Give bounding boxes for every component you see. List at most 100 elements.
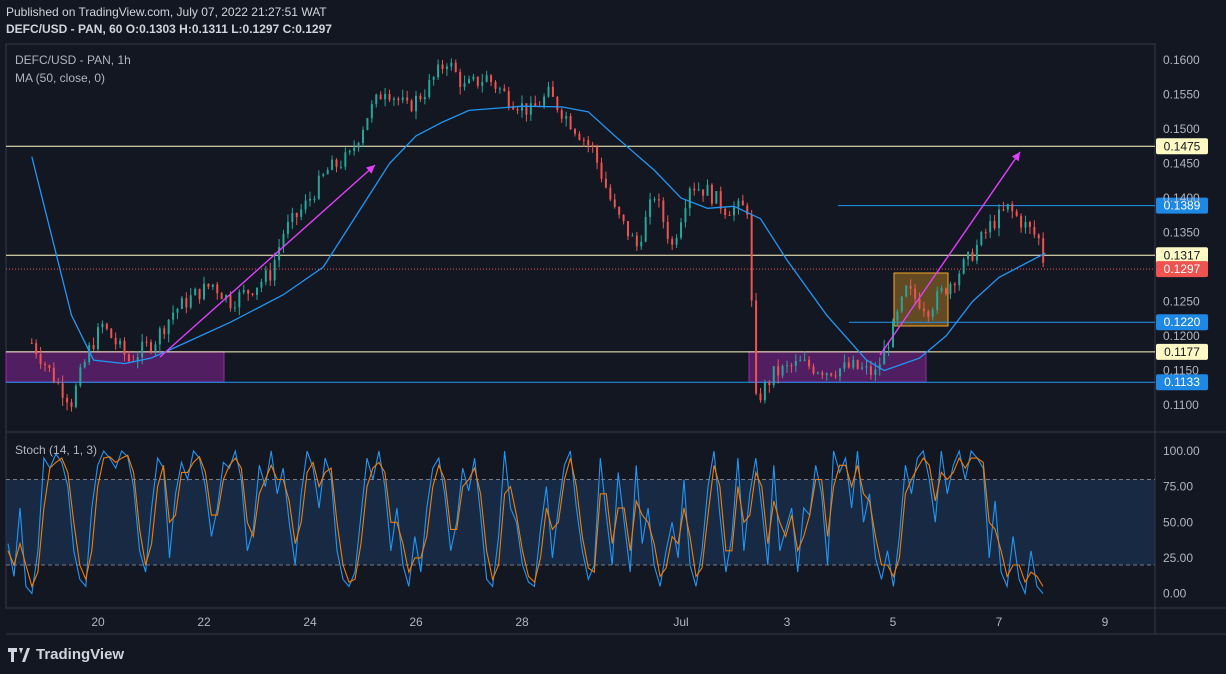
- candle-body: [468, 79, 470, 84]
- candle-body: [278, 247, 281, 261]
- candle-body: [627, 221, 629, 237]
- candle-body: [1020, 215, 1023, 228]
- candle-body: [856, 359, 859, 369]
- symbol-legend[interactable]: DEFC/USD - PAN, 1h: [15, 53, 131, 67]
- candle-body: [66, 397, 69, 403]
- candle-body: [472, 76, 475, 80]
- candle-body: [207, 283, 210, 287]
- candle-body: [392, 98, 395, 100]
- candle-body: [242, 289, 245, 293]
- candle-body: [847, 362, 850, 368]
- candle-body: [216, 284, 219, 294]
- price-tick-0.1450: 0.1450: [1163, 157, 1200, 171]
- candle-body: [154, 344, 157, 352]
- candle-body: [998, 209, 1000, 229]
- ma-line: [31, 105, 1046, 372]
- candle-body: [176, 308, 179, 313]
- candle-body: [322, 174, 325, 176]
- candle-body: [1024, 222, 1027, 228]
- price-tick-0.1550: 0.1550: [1163, 88, 1200, 102]
- candle-body: [370, 104, 373, 119]
- candle-body: [790, 365, 793, 367]
- candle-body: [728, 214, 731, 216]
- candle-body: [786, 365, 788, 367]
- candle-body: [503, 88, 506, 92]
- candle-body: [198, 288, 201, 300]
- candle-body: [410, 100, 413, 112]
- candle-body: [114, 338, 117, 345]
- candle-body: [286, 222, 289, 234]
- candle-body: [657, 199, 660, 201]
- stoch-tick-0.00: 0.00: [1163, 587, 1187, 601]
- candle-body: [441, 64, 444, 70]
- candle-body: [591, 144, 594, 147]
- candle-body: [167, 319, 170, 335]
- candle-body: [816, 372, 819, 374]
- candle-body: [331, 159, 334, 170]
- ohlc-readout: DEFC/USD - PAN, 60 O:0.1303 H:0.1311 L:0…: [6, 22, 332, 36]
- candle-body: [922, 308, 925, 312]
- candle-body: [993, 221, 996, 229]
- level-tag-0.1297: [1156, 261, 1208, 278]
- price-tick-0.1500: 0.1500: [1163, 122, 1200, 136]
- time-tick-5: 5: [890, 615, 897, 629]
- stoch-tick-75.00: 75.00: [1163, 480, 1193, 494]
- candle-body: [812, 366, 815, 374]
- candle-body: [401, 97, 404, 101]
- level-tag-0.1177: [1156, 343, 1208, 360]
- candle-body: [1015, 211, 1018, 216]
- candle-body: [971, 251, 974, 261]
- candle-body: [958, 273, 961, 286]
- tradingview-logo[interactable]: TradingView: [8, 646, 124, 663]
- candle-body: [101, 323, 104, 328]
- candle-body: [48, 365, 51, 368]
- candle-body: [556, 96, 559, 110]
- candle-body: [88, 345, 91, 362]
- candle-body: [715, 191, 718, 204]
- candle-body: [220, 293, 223, 300]
- candle-body: [57, 381, 60, 384]
- candle-body: [61, 383, 64, 398]
- candle-body: [260, 281, 263, 288]
- time-tick-24: 24: [303, 615, 317, 629]
- candle-body: [379, 94, 382, 100]
- candle-body: [560, 109, 563, 119]
- candle-body: [521, 103, 523, 111]
- candle-body: [397, 98, 400, 101]
- candle-body: [874, 369, 877, 376]
- candle-body: [613, 199, 616, 207]
- candle-body: [251, 293, 254, 295]
- candle-body: [450, 62, 453, 67]
- candle-body: [1002, 209, 1005, 211]
- candle-body: [640, 241, 643, 247]
- candle-body: [273, 260, 276, 281]
- candle-body: [388, 94, 391, 100]
- stoch-legend[interactable]: Stoch (14, 1, 3): [15, 443, 98, 457]
- candle-body: [733, 207, 735, 216]
- candle-body: [768, 382, 771, 386]
- candle-body: [794, 361, 797, 366]
- time-tick-22: 22: [197, 615, 211, 629]
- candle-body: [719, 191, 722, 209]
- candle-body: [313, 198, 316, 200]
- candle-body: [631, 235, 634, 237]
- candle-body: [750, 214, 753, 301]
- candle-body: [119, 340, 122, 345]
- ma-legend[interactable]: MA (50, close, 0): [15, 71, 106, 85]
- time-tick-28: 28: [515, 615, 529, 629]
- candle-body: [512, 106, 515, 110]
- candle-body: [543, 96, 546, 107]
- candle-body: [604, 178, 607, 188]
- price-tick-0.1250: 0.1250: [1163, 295, 1200, 309]
- consolidation-box: [893, 272, 949, 327]
- candle-body: [671, 239, 674, 245]
- candle-body: [256, 287, 258, 295]
- candle-body: [229, 295, 232, 309]
- candle-body: [459, 71, 462, 87]
- candle-body: [759, 393, 762, 401]
- candle-body: [551, 86, 554, 97]
- candle-body: [185, 298, 188, 308]
- candle-body: [158, 328, 161, 345]
- candle-body: [1037, 234, 1040, 239]
